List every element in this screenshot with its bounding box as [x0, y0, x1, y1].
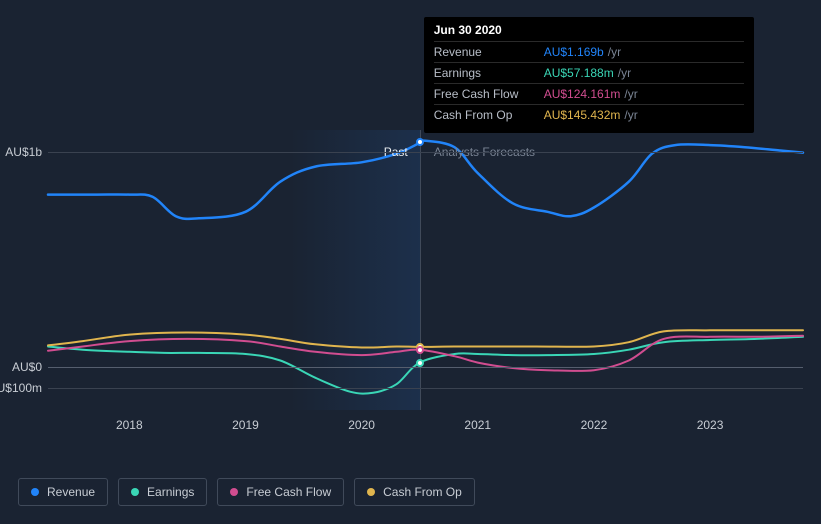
- tooltip-row: Free Cash FlowAU$124.161m/yr: [434, 83, 744, 104]
- y-gridline: [48, 152, 803, 153]
- legend-item[interactable]: Earnings: [118, 478, 207, 506]
- y-axis-label: -AU$100m: [0, 381, 42, 395]
- tooltip-row-label: Free Cash Flow: [434, 87, 544, 101]
- x-axis-label: 2020: [348, 418, 375, 432]
- y-axis-label: AU$1b: [5, 145, 42, 159]
- tooltip-row-label: Earnings: [434, 66, 544, 80]
- legend-label: Free Cash Flow: [246, 485, 331, 499]
- series-marker-earnings: [416, 359, 424, 367]
- plot-area[interactable]: Past Analysts Forecasts AU$1bAU$0-AU$100…: [48, 130, 803, 410]
- legend-dot-icon: [31, 488, 39, 496]
- series-marker-revenue: [416, 138, 424, 146]
- x-axis-label: 2023: [697, 418, 724, 432]
- x-axis-label: 2018: [116, 418, 143, 432]
- y-gridline: [48, 367, 803, 368]
- x-axis-label: 2021: [464, 418, 491, 432]
- tooltip-row-value: AU$124.161m: [544, 87, 621, 101]
- financial-chart: Past Analysts Forecasts AU$1bAU$0-AU$100…: [0, 0, 821, 524]
- tooltip-row-label: Cash From Op: [434, 108, 544, 122]
- legend-label: Revenue: [47, 485, 95, 499]
- legend-dot-icon: [230, 488, 238, 496]
- y-axis-label: AU$0: [12, 360, 42, 374]
- tooltip-row-value: AU$57.188m: [544, 66, 614, 80]
- tooltip-row-value: AU$145.432m: [544, 108, 621, 122]
- legend-label: Earnings: [147, 485, 194, 499]
- legend-item[interactable]: Cash From Op: [354, 478, 475, 506]
- tooltip-row-unit: /yr: [608, 45, 621, 59]
- tooltip-row-unit: /yr: [624, 87, 637, 101]
- legend-dot-icon: [367, 488, 375, 496]
- tooltip-row: EarningsAU$57.188m/yr: [434, 62, 744, 83]
- chart-lines-svg: [48, 130, 803, 410]
- tooltip-row-unit: /yr: [618, 66, 631, 80]
- series-line-earnings: [48, 337, 803, 394]
- legend-label: Cash From Op: [383, 485, 462, 499]
- legend-dot-icon: [131, 488, 139, 496]
- hover-tooltip: Jun 30 2020 RevenueAU$1.169b/yrEarningsA…: [424, 17, 754, 133]
- tooltip-row-value: AU$1.169b: [544, 45, 604, 59]
- legend-item[interactable]: Free Cash Flow: [217, 478, 344, 506]
- tooltip-row-unit: /yr: [624, 108, 637, 122]
- y-gridline: [48, 388, 803, 389]
- series-marker-free_cash_flow: [416, 346, 424, 354]
- tooltip-row: RevenueAU$1.169b/yr: [434, 41, 744, 62]
- legend-item[interactable]: Revenue: [18, 478, 108, 506]
- tooltip-date: Jun 30 2020: [434, 23, 744, 41]
- chart-legend: Revenue Earnings Free Cash Flow Cash From O…: [18, 478, 475, 506]
- tooltip-row-label: Revenue: [434, 45, 544, 59]
- tooltip-row: Cash From OpAU$145.432m/yr: [434, 104, 744, 125]
- x-axis-label: 2022: [581, 418, 608, 432]
- x-axis-label: 2019: [232, 418, 259, 432]
